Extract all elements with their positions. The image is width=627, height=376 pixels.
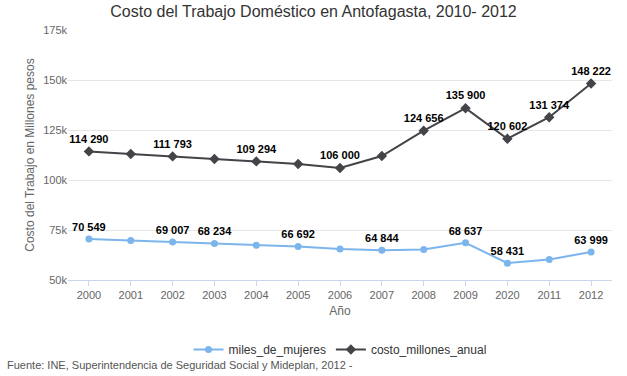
svg-text:2001: 2001 [119, 289, 143, 301]
svg-text:66 692: 66 692 [281, 228, 315, 240]
svg-text:2011: 2011 [537, 289, 561, 301]
svg-text:124 656: 124 656 [404, 112, 444, 124]
svg-text:131 374: 131 374 [529, 99, 570, 111]
svg-text:106 000: 106 000 [320, 149, 360, 161]
svg-text:68 637: 68 637 [449, 225, 483, 237]
svg-text:2002: 2002 [160, 289, 184, 301]
svg-text:114 290: 114 290 [69, 133, 108, 145]
svg-text:Costo del Trabajo en Millones: Costo del Trabajo en Millones pesos [23, 58, 37, 251]
svg-text:63 999: 63 999 [574, 234, 608, 246]
svg-text:2000: 2000 [77, 289, 101, 301]
svg-text:2009: 2009 [453, 289, 477, 301]
svg-text:148 222: 148 222 [571, 65, 611, 77]
svg-text:Fuente: INE, Superintendencia: Fuente: INE, Superintendencia de Segurid… [7, 359, 353, 371]
svg-text:135 900: 135 900 [446, 89, 486, 101]
svg-text:2006: 2006 [328, 289, 352, 301]
svg-text:125k: 125k [43, 124, 67, 136]
svg-text:2007: 2007 [370, 289, 394, 301]
svg-text:2005: 2005 [286, 289, 310, 301]
svg-text:miles_de_mujeres: miles_de_mujeres [229, 343, 326, 357]
svg-text:2003: 2003 [202, 289, 226, 301]
svg-text:69 007: 69 007 [156, 224, 190, 236]
svg-text:2008: 2008 [411, 289, 435, 301]
svg-text:Año: Año [329, 304, 351, 318]
svg-text:50k: 50k [49, 274, 67, 286]
svg-text:64 844: 64 844 [365, 232, 400, 244]
svg-text:175k: 175k [43, 24, 67, 36]
svg-text:150k: 150k [43, 74, 67, 86]
svg-text:2020: 2020 [495, 289, 519, 301]
svg-text:2012: 2012 [579, 289, 603, 301]
svg-text:70 549: 70 549 [72, 221, 106, 233]
svg-text:Costo del Trabajo Doméstico en: Costo del Trabajo Doméstico en Antofagas… [110, 3, 517, 20]
svg-text:75k: 75k [49, 224, 67, 236]
svg-text:58 431: 58 431 [491, 245, 525, 257]
svg-text:111 793: 111 793 [153, 138, 192, 150]
svg-text:68 234: 68 234 [198, 225, 233, 237]
svg-text:2004: 2004 [244, 289, 268, 301]
svg-text:100k: 100k [43, 174, 67, 186]
svg-text:120 602: 120 602 [487, 120, 527, 132]
svg-text:109 294: 109 294 [236, 143, 277, 155]
svg-text:costo_millones_anual: costo_millones_anual [371, 343, 486, 357]
